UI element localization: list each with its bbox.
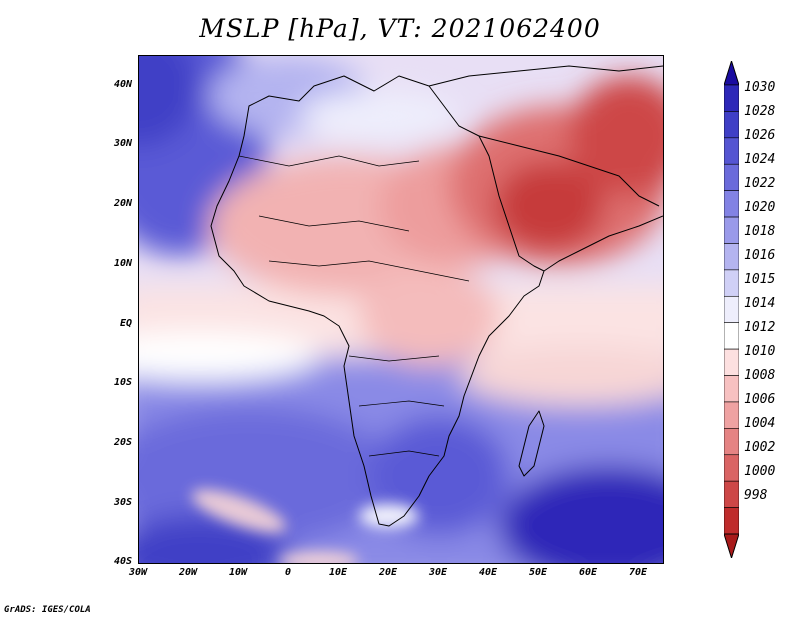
- colorbar-label-1004: 1004: [744, 416, 776, 431]
- colorbar-segment: [724, 322, 739, 350]
- colorbar-segment: [724, 269, 739, 297]
- colorbar-segment: [724, 137, 739, 165]
- eurasia-coast: [428, 65, 663, 87]
- colorbar-segment: [724, 428, 739, 456]
- lat-label-10s: 10S: [113, 377, 132, 388]
- colorbar-label-1008: 1008: [744, 368, 776, 383]
- colorbar-segment: [724, 348, 739, 376]
- colorbar-segment: [724, 507, 739, 535]
- lon-label-60e: 60E: [578, 567, 598, 578]
- colorbar-label-1015: 1015: [744, 272, 776, 287]
- pressure-field: [139, 56, 663, 563]
- colorbar-label-1020: 1020: [744, 200, 776, 215]
- colorbar-label-1006: 1006: [744, 392, 776, 407]
- lon-label-30w: 30W: [128, 567, 148, 578]
- lat-label-30n: 30N: [113, 138, 132, 149]
- colorbar-label-1026: 1026: [744, 128, 776, 143]
- lat-label-40s: 40S: [113, 556, 132, 567]
- colorbar-segment: [724, 190, 739, 218]
- lon-label-50e: 50E: [528, 567, 548, 578]
- lon-label-40e: 40E: [478, 567, 498, 578]
- colorbar-segment: [724, 163, 739, 191]
- colorbar-segment: [724, 375, 739, 403]
- lon-label-0: 0: [284, 567, 292, 578]
- africa-outline: [210, 75, 545, 527]
- lon-label-20w: 20W: [178, 567, 198, 578]
- lat-label-20n: 20N: [113, 198, 132, 209]
- lat-label-10n: 10N: [113, 258, 132, 269]
- colorbar: [724, 61, 739, 558]
- lat-label-20s: 20S: [113, 437, 132, 448]
- colorbar-label-1028: 1028: [744, 104, 776, 119]
- colorbar-label-1024: 1024: [744, 152, 776, 167]
- colorbar-label-1030: 1030: [744, 80, 776, 95]
- colorbar-segment: [724, 216, 739, 244]
- colorbar-label-1014: 1014: [744, 296, 776, 311]
- arabia-coast: [478, 135, 663, 272]
- grads-credit: GrADS: IGES/COLA: [4, 605, 91, 615]
- colorbar-label-1012: 1012: [744, 320, 776, 335]
- colorbar-label-1022: 1022: [744, 176, 776, 191]
- lat-label-eq: EQ: [119, 318, 132, 329]
- lon-label-70e: 70E: [628, 567, 648, 578]
- map-panel: [138, 55, 664, 564]
- colorbar-label-1016: 1016: [744, 248, 776, 263]
- lat-label-30s: 30S: [113, 497, 132, 508]
- colorbar-label-1018: 1018: [744, 224, 776, 239]
- colorbar-label-1002: 1002: [744, 440, 776, 455]
- colorbar-bottom-arrow: [724, 533, 739, 558]
- lat-label-40n: 40N: [113, 79, 132, 90]
- lon-label-30e: 30E: [428, 567, 448, 578]
- madagascar: [518, 410, 545, 477]
- colorbar-label-998: 998: [744, 488, 768, 503]
- colorbar-top-arrow: [724, 61, 739, 86]
- colorbar-segment: [724, 295, 739, 324]
- lon-label-10w: 10W: [228, 567, 248, 578]
- colorbar-segment: [724, 84, 739, 112]
- coastlines: [210, 65, 663, 527]
- colorbar-segment: [724, 454, 739, 482]
- colorbar-label-1010: 1010: [744, 344, 776, 359]
- lon-label-10e: 10E: [328, 567, 348, 578]
- lon-label-20e: 20E: [378, 567, 398, 578]
- country-borders: [238, 155, 470, 457]
- colorbar-label-1000: 1000: [744, 464, 776, 479]
- colorbar-segment: [724, 111, 739, 139]
- colorbar-segment: [724, 243, 739, 271]
- colorbar-segment: [724, 480, 739, 508]
- plot-title: MSLP [hPa], VT: 2021062400: [199, 14, 601, 43]
- colorbar-segment: [724, 401, 739, 429]
